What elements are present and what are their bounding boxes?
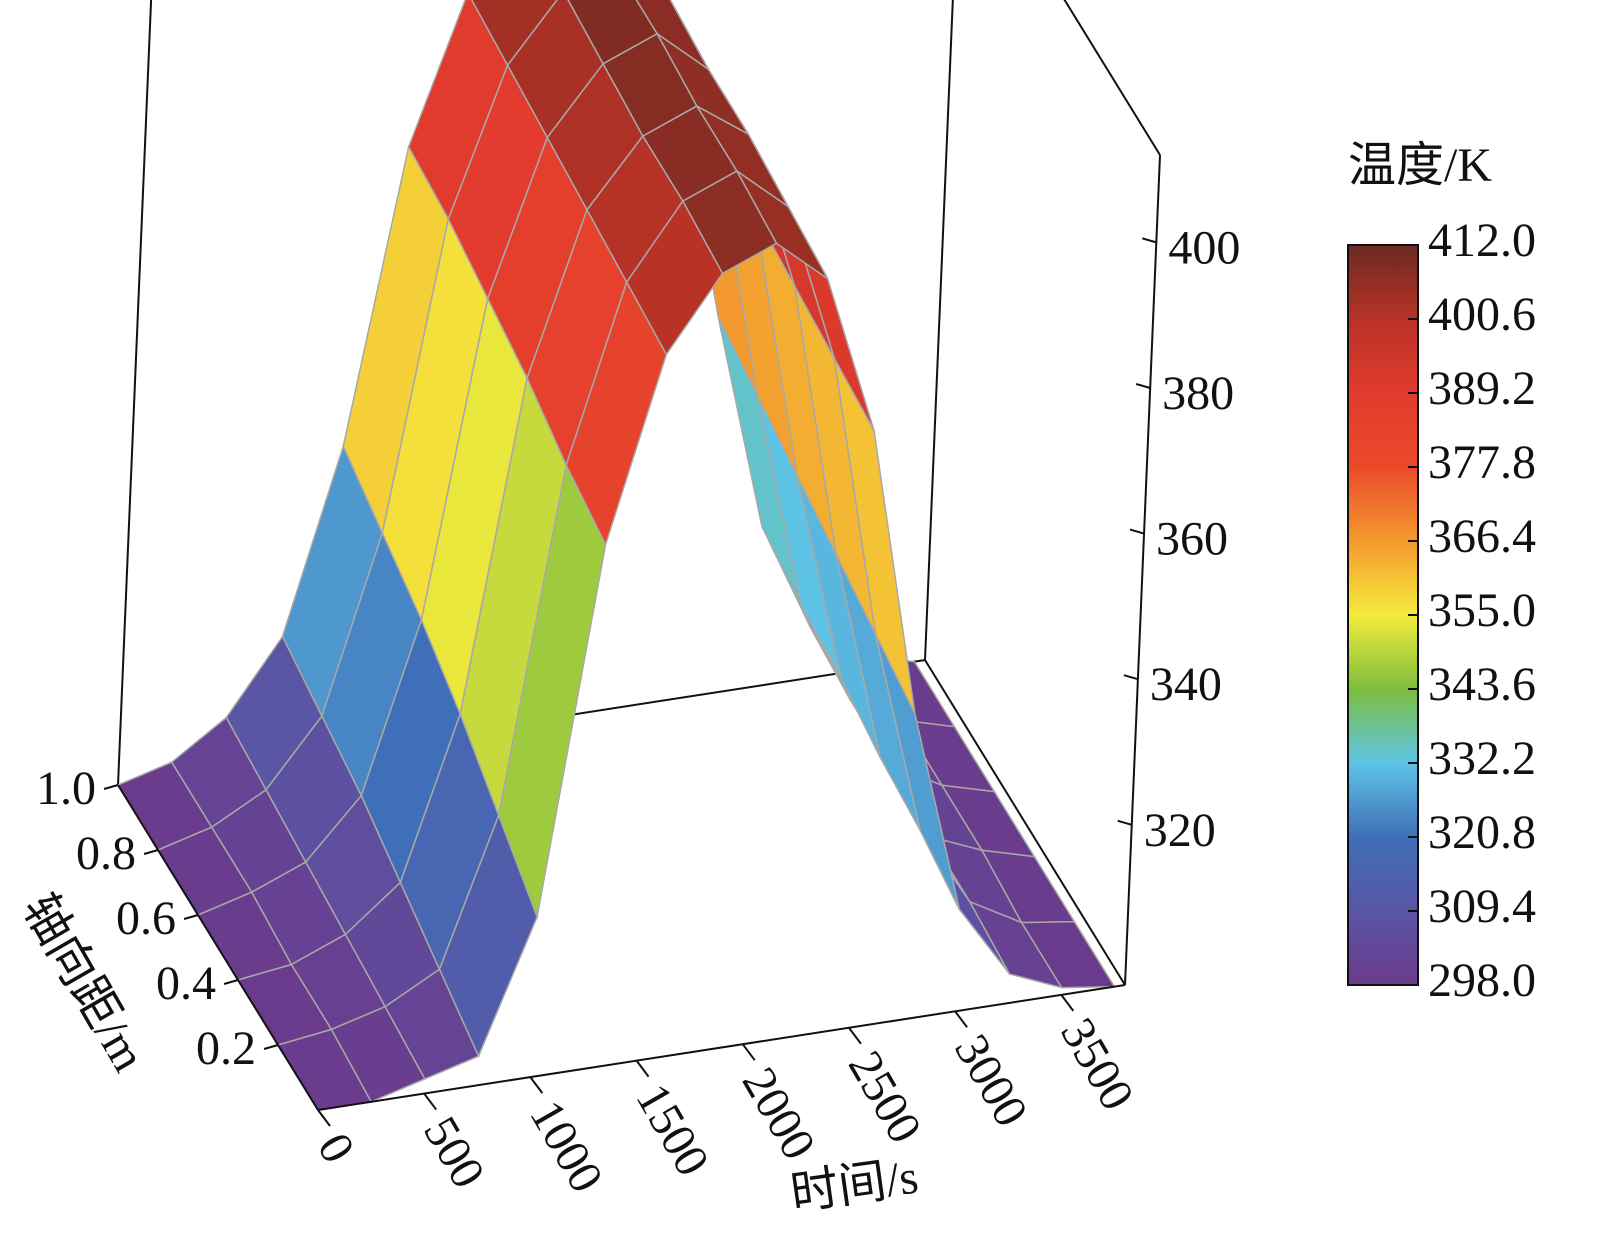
colorbar-tick-label: 309.4 xyxy=(1428,880,1536,933)
x-tick-label: 1500 xyxy=(625,1075,719,1185)
colorbar-tick-label: 377.8 xyxy=(1428,436,1536,489)
colorbar-tick-label: 343.6 xyxy=(1428,658,1536,711)
colorbar-tick-label: 400.6 xyxy=(1428,288,1536,341)
x-tick xyxy=(1060,994,1075,1012)
y-tick-label: 0.4 xyxy=(156,957,216,1010)
y-tick xyxy=(183,914,199,920)
z-axis xyxy=(1124,154,1161,986)
z-tick-label: 400 xyxy=(1168,221,1240,274)
x-axis-label: 时间/s xyxy=(787,1150,921,1220)
colorbar-tick-label: 298.0 xyxy=(1428,954,1536,1007)
y-tick xyxy=(263,1044,279,1050)
x-tick xyxy=(954,1010,968,1028)
box-edge xyxy=(924,0,954,661)
surface xyxy=(116,0,1116,1111)
z-tick xyxy=(1117,819,1133,826)
y-tick-label: 0.2 xyxy=(196,1022,256,1075)
y-tick-label: 1.0 xyxy=(36,762,96,815)
colorbar-label: 温度/K xyxy=(1348,139,1492,192)
colorbar-tick-label: 389.2 xyxy=(1428,362,1536,415)
z-tick-label: 340 xyxy=(1150,658,1222,711)
z-tick-label: 360 xyxy=(1156,513,1228,566)
z-tick xyxy=(1135,383,1151,389)
box-edge xyxy=(117,0,153,786)
x-tick xyxy=(741,1043,756,1061)
x-tick xyxy=(317,1109,331,1127)
colorbar-tick-label: 355.0 xyxy=(1428,584,1536,637)
y-axis xyxy=(117,784,319,1111)
x-tick-label: 0 xyxy=(307,1125,365,1172)
x-tick xyxy=(635,1060,650,1078)
z-tick xyxy=(1129,528,1145,535)
x-tick xyxy=(423,1092,437,1111)
x-tick-label: 1000 xyxy=(519,1092,613,1202)
x-tick xyxy=(529,1076,544,1094)
y-tick xyxy=(103,784,119,790)
colorbar-tick-label: 412.0 xyxy=(1428,214,1536,267)
box-edge xyxy=(1063,0,1161,156)
colorbar-tick-label: 366.4 xyxy=(1428,510,1536,563)
y-tick-label: 0.8 xyxy=(76,827,136,880)
colorbar-tick-label: 320.8 xyxy=(1428,806,1536,859)
y-tick xyxy=(223,979,239,985)
colorbar xyxy=(1347,244,1419,986)
z-tick xyxy=(1142,237,1157,244)
x-tick-label: 3500 xyxy=(1050,1009,1144,1119)
x-tick xyxy=(848,1027,862,1045)
x-tick-label: 500 xyxy=(413,1108,495,1197)
z-tick-label: 380 xyxy=(1162,367,1234,420)
x-tick-label: 2500 xyxy=(838,1042,932,1152)
colorbar-tick-label: 332.2 xyxy=(1428,732,1536,785)
box-edge xyxy=(924,659,1126,986)
y-tick xyxy=(143,849,159,855)
y-tick-label: 0.6 xyxy=(116,892,176,945)
x-tick-label: 2000 xyxy=(732,1059,826,1169)
z-tick xyxy=(1123,674,1139,681)
z-tick-label: 320 xyxy=(1144,804,1216,857)
x-axis xyxy=(317,984,1126,1111)
x-tick-label: 3000 xyxy=(944,1026,1038,1136)
